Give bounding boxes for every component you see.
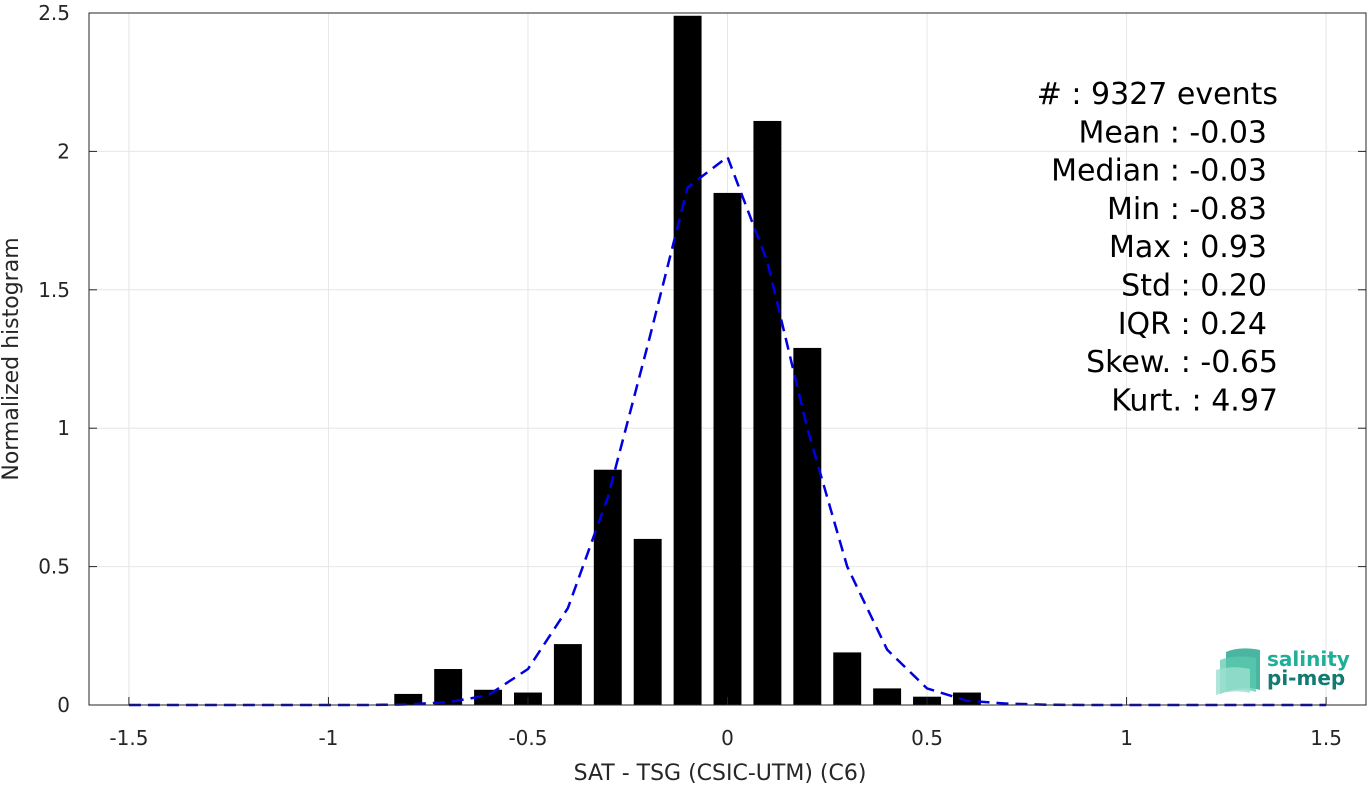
histogram-bars (394, 15, 981, 706)
histogram-bar (633, 538, 662, 705)
statistic-line: Skew. : -0.65 (1086, 345, 1278, 380)
y-tick-label: 2.5 (38, 1, 70, 25)
histogram-bar (833, 652, 862, 705)
logo-text-pimep: pi-mep (1267, 666, 1345, 690)
histogram-bar (553, 644, 582, 705)
y-axis-label: Normalized histogram (0, 237, 24, 480)
x-tick-label: 1.5 (1310, 726, 1342, 750)
x-tick-label: 0.5 (911, 726, 943, 750)
y-tick-label: 0.5 (38, 555, 70, 579)
histogram-bar (753, 120, 782, 705)
y-tick-label: 1.5 (38, 278, 70, 302)
x-tick-label: -0.5 (508, 726, 547, 750)
statistic-line: IQR : 0.24 (1118, 307, 1267, 342)
histogram-bar (673, 15, 702, 705)
histogram-bar (394, 693, 423, 705)
statistic-line: Min : -0.83 (1107, 192, 1267, 227)
y-axis-ticks: 0 0.5 1 1.5 2 2.5 (38, 1, 1366, 717)
x-tick-label: -1 (318, 726, 338, 750)
histogram-bar (873, 688, 902, 705)
y-tick-label: 1 (57, 416, 70, 440)
x-tick-label: 0 (721, 726, 734, 750)
statistic-line: Median : -0.03 (1051, 154, 1267, 189)
y-tick-label: 2 (57, 139, 70, 163)
histogram-bar (434, 669, 463, 705)
histogram-bar (593, 469, 622, 705)
statistic-line: Mean : -0.03 (1078, 115, 1267, 150)
salinity-pimep-logo: salinity pi-mep (1216, 647, 1350, 695)
histogram-bar (793, 347, 822, 705)
statistic-line: Std : 0.20 (1121, 269, 1267, 304)
histogram-bar (474, 689, 503, 705)
histogram-bar (952, 692, 981, 705)
statistic-line: Kurt. : 4.97 (1111, 383, 1278, 418)
statistic-line: Max : 0.93 (1109, 230, 1267, 265)
logo-text-salinity: salinity (1267, 647, 1350, 671)
statistic-line: # : 9327 events (1037, 77, 1278, 112)
y-tick-label: 0 (57, 693, 70, 717)
x-axis-ticks: -1.5 -1 -0.5 0 0.5 1 1.5 (109, 697, 1342, 750)
histogram-bar (713, 192, 742, 706)
logo-waves-icon (1216, 648, 1260, 695)
x-tick-label: 1 (1120, 726, 1133, 750)
x-axis-label: SAT - TSG (CSIC-UTM) (C6) (574, 761, 867, 785)
x-tick-label: -1.5 (109, 726, 148, 750)
